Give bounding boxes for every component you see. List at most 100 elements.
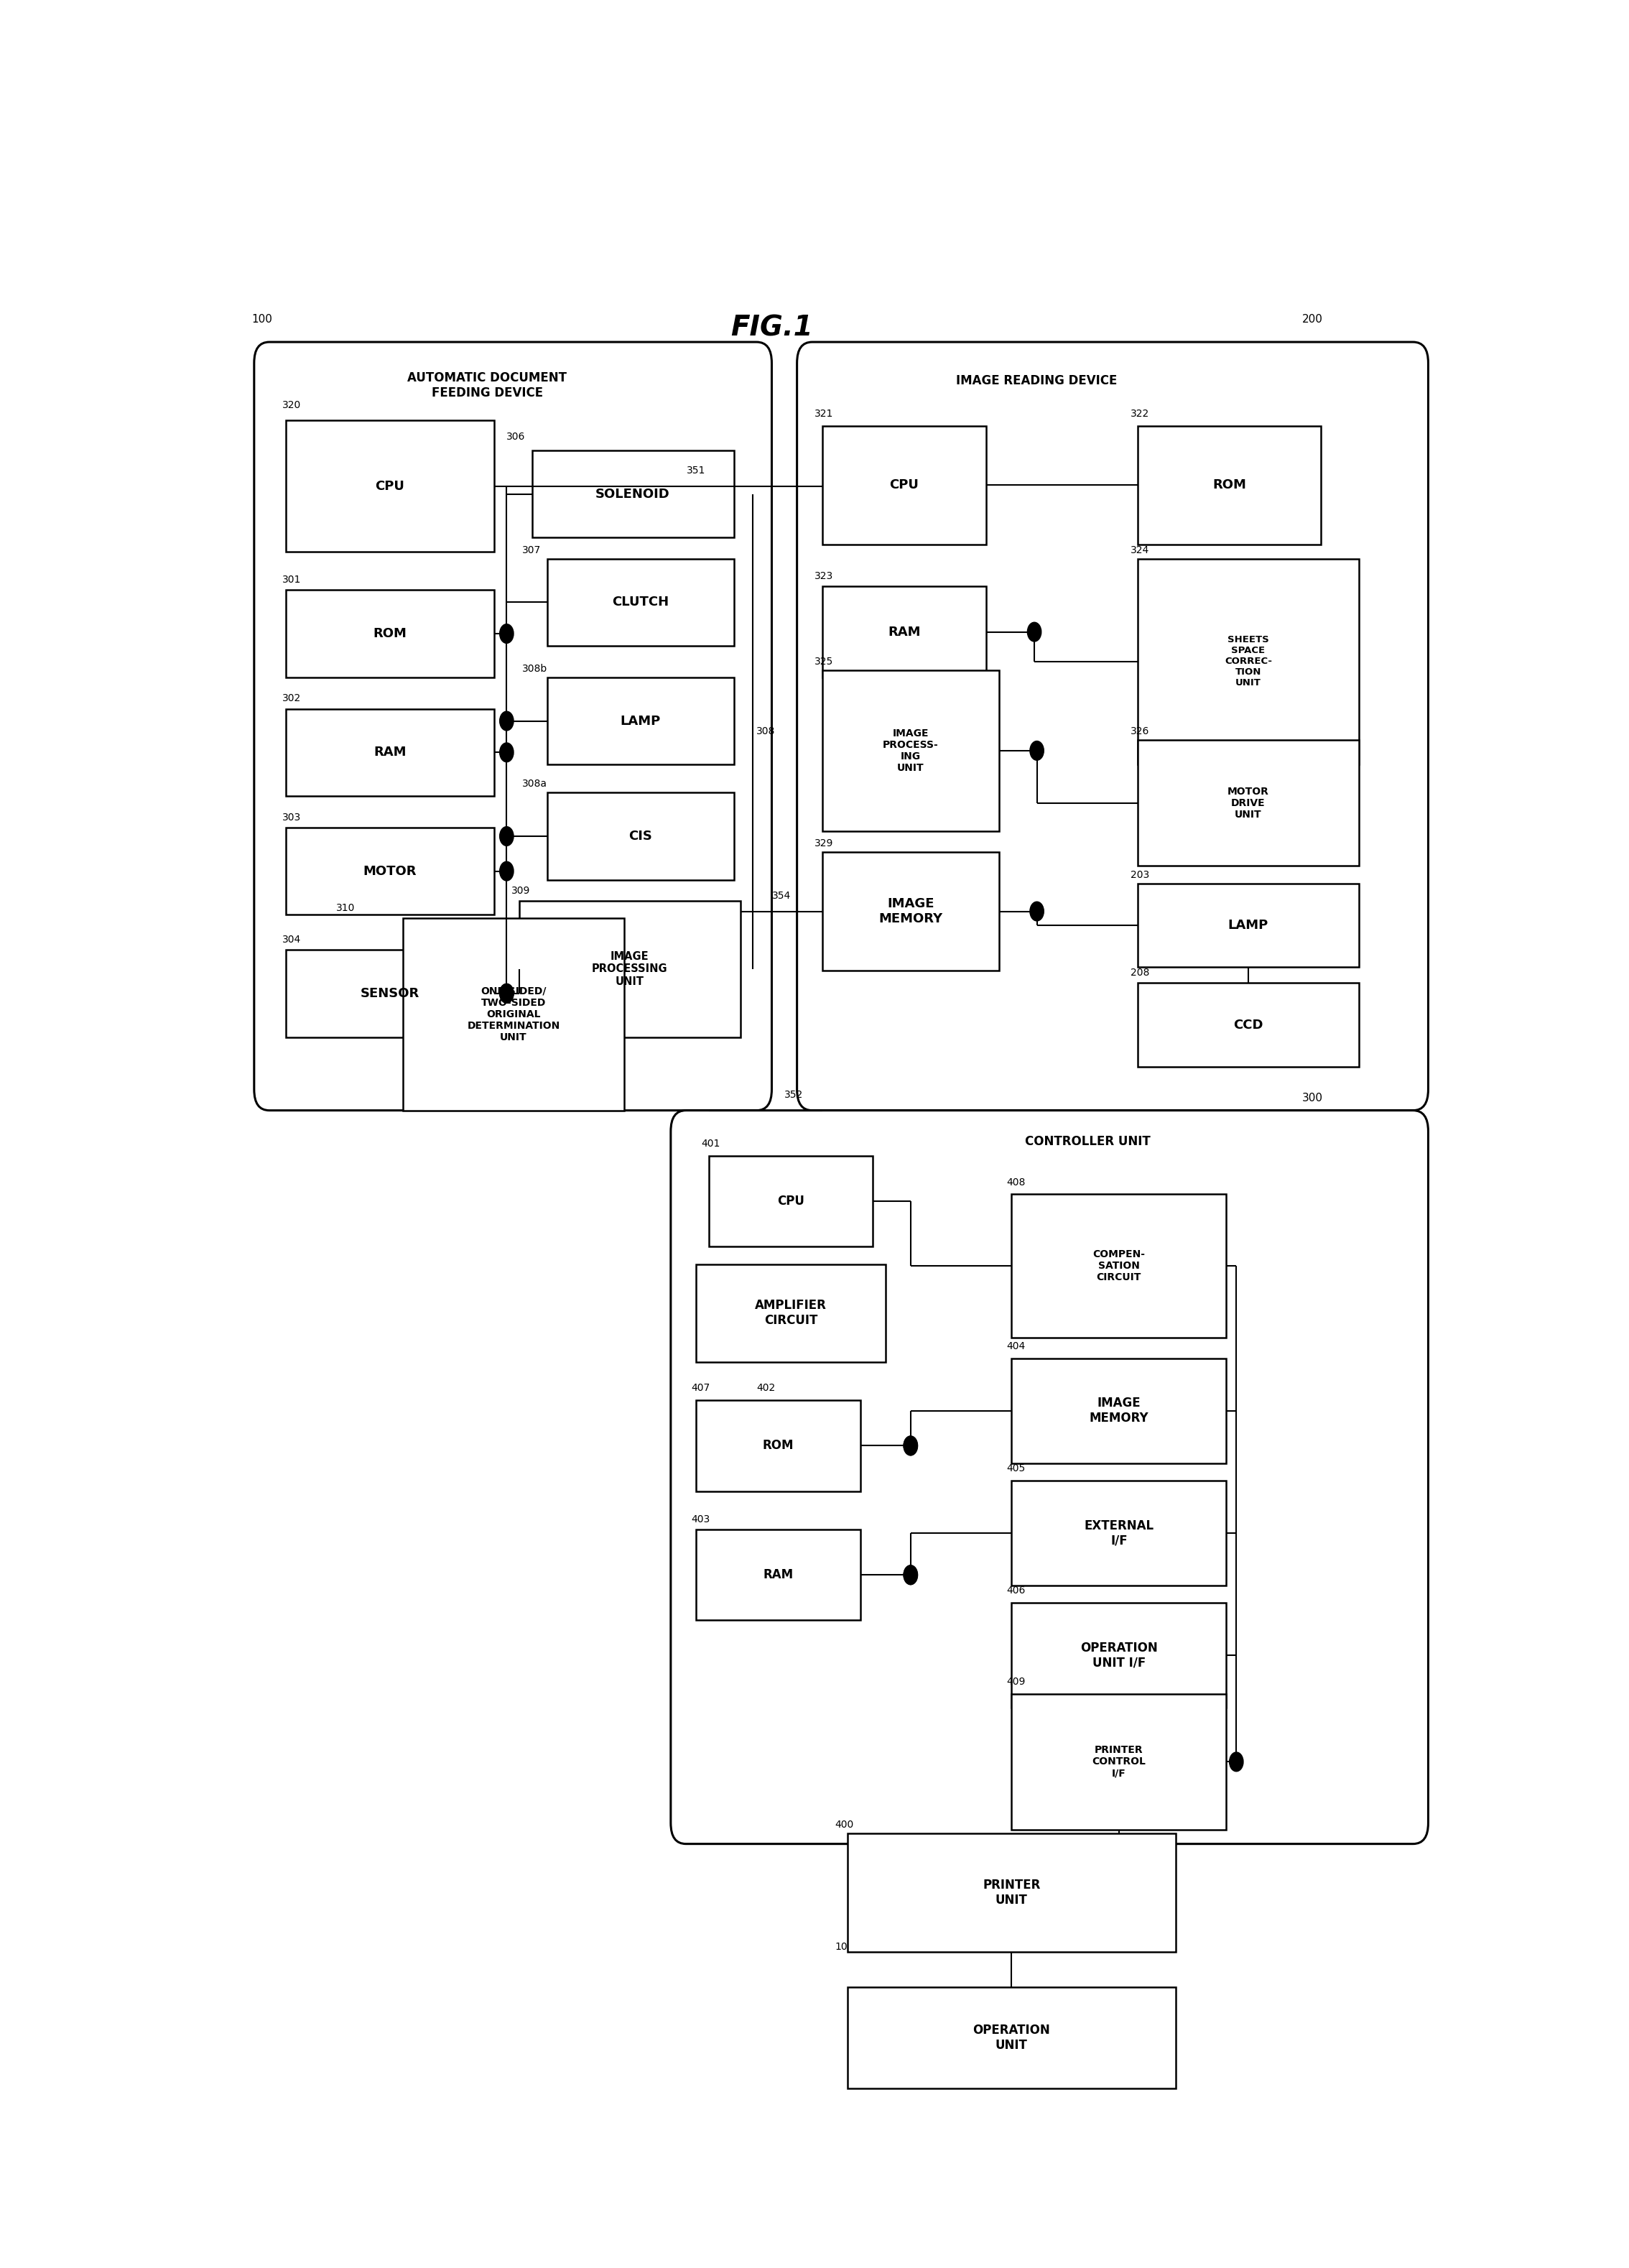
Text: ONE-SIDED/
TWO-SIDED
ORIGINAL
DETERMINATION
UNIT: ONE-SIDED/ TWO-SIDED ORIGINAL DETERMINAT… [468, 987, 560, 1043]
Bar [1137, 558, 1359, 764]
Text: COMPEN-
SATION
CIRCUIT: COMPEN- SATION CIRCUIT [1093, 1250, 1145, 1281]
FancyBboxPatch shape [254, 342, 772, 1111]
Text: 402: 402 [756, 1383, 775, 1393]
Text: 303: 303 [282, 812, 301, 823]
Circle shape [500, 862, 513, 880]
FancyBboxPatch shape [671, 1111, 1429, 1844]
Bar [285, 828, 494, 914]
Bar [823, 671, 999, 830]
Text: CCD: CCD [1233, 1018, 1262, 1032]
Text: IMAGE READING DEVICE: IMAGE READING DEVICE [956, 374, 1117, 388]
Text: 324: 324 [1131, 544, 1148, 556]
Text: CPU: CPU [889, 479, 919, 492]
Text: 325: 325 [814, 658, 834, 667]
Text: EXTERNAL
I/F: EXTERNAL I/F [1083, 1520, 1153, 1547]
Circle shape [1030, 903, 1044, 921]
FancyBboxPatch shape [797, 342, 1429, 1111]
Text: CIS: CIS [629, 830, 652, 844]
Bar [547, 558, 735, 646]
Text: 309: 309 [512, 885, 531, 896]
Text: 352: 352 [785, 1091, 803, 1100]
Text: 407: 407 [691, 1383, 710, 1393]
Bar [847, 1833, 1176, 1953]
Text: 351: 351 [686, 465, 705, 476]
Bar [285, 420, 494, 551]
Text: LAMP: LAMP [621, 714, 661, 728]
Circle shape [500, 826, 513, 846]
Text: 403: 403 [691, 1515, 710, 1524]
Bar [823, 853, 999, 971]
Bar [402, 919, 624, 1111]
Text: 308: 308 [756, 726, 775, 737]
Text: 302: 302 [282, 694, 301, 703]
Text: 306: 306 [507, 431, 526, 442]
Bar [1012, 1359, 1227, 1463]
Text: 304: 304 [282, 934, 301, 943]
Text: AUTOMATIC DOCUMENT
FEEDING DEVICE: AUTOMATIC DOCUMENT FEEDING DEVICE [407, 372, 567, 399]
Circle shape [500, 624, 513, 644]
Text: 326: 326 [1131, 726, 1148, 737]
Bar [1137, 426, 1321, 544]
Circle shape [904, 1436, 917, 1456]
Text: OPERATION
UNIT: OPERATION UNIT [973, 2023, 1051, 2053]
Bar [823, 426, 987, 544]
Text: CLUTCH: CLUTCH [613, 596, 670, 608]
Circle shape [1230, 1753, 1243, 1771]
Text: OPERATION
UNIT I/F: OPERATION UNIT I/F [1080, 1642, 1158, 1669]
Text: 100: 100 [251, 313, 272, 324]
Text: PRINTER
UNIT: PRINTER UNIT [982, 1878, 1041, 1907]
Text: FIG.1: FIG.1 [730, 315, 813, 342]
Text: IMAGE
MEMORY: IMAGE MEMORY [1090, 1397, 1148, 1424]
Text: 404: 404 [1007, 1340, 1025, 1352]
Circle shape [500, 984, 513, 1002]
Text: PRINTER
CONTROL
I/F: PRINTER CONTROL I/F [1091, 1744, 1145, 1778]
Bar [847, 1987, 1176, 2089]
Text: MOTOR: MOTOR [363, 864, 417, 878]
Text: CONTROLLER UNIT: CONTROLLER UNIT [1025, 1136, 1150, 1148]
Text: MOTOR
DRIVE
UNIT: MOTOR DRIVE UNIT [1228, 787, 1269, 819]
Bar [1012, 1481, 1227, 1585]
Text: 409: 409 [1007, 1676, 1026, 1687]
Bar [1137, 885, 1359, 966]
Text: 307: 307 [521, 544, 541, 556]
Text: 301: 301 [282, 574, 301, 585]
Text: SENSOR: SENSOR [360, 987, 419, 1000]
Circle shape [500, 984, 513, 1002]
Text: 400: 400 [834, 1819, 854, 1830]
Text: 321: 321 [814, 408, 834, 420]
Bar [1012, 1694, 1227, 1830]
Text: IMAGE
PROCESS-
ING
UNIT: IMAGE PROCESS- ING UNIT [883, 728, 938, 773]
Text: 405: 405 [1007, 1463, 1025, 1474]
Bar [547, 792, 735, 880]
Bar [547, 678, 735, 764]
Text: 320: 320 [282, 399, 301, 411]
Text: 308b: 308b [521, 665, 547, 674]
Bar [1012, 1195, 1227, 1338]
Text: 300: 300 [1302, 1093, 1323, 1105]
Bar [520, 900, 740, 1036]
Text: 200: 200 [1302, 313, 1323, 324]
Text: SOLENOID: SOLENOID [596, 488, 670, 501]
Text: 401: 401 [700, 1139, 720, 1150]
Text: ROM: ROM [373, 628, 407, 640]
Bar [285, 590, 494, 678]
Bar [285, 708, 494, 796]
Circle shape [1028, 621, 1041, 642]
Text: ROM: ROM [762, 1440, 793, 1452]
Text: 329: 329 [814, 839, 834, 848]
Bar [709, 1157, 873, 1247]
Circle shape [500, 712, 513, 730]
Text: 310: 310 [336, 903, 355, 914]
Text: 354: 354 [772, 891, 790, 900]
Text: IMAGE
MEMORY: IMAGE MEMORY [878, 898, 943, 925]
Text: CPU: CPU [375, 479, 404, 492]
Circle shape [1030, 742, 1044, 760]
Text: CPU: CPU [777, 1195, 805, 1207]
Text: 406: 406 [1007, 1585, 1026, 1597]
Text: RAM: RAM [888, 626, 920, 637]
Circle shape [904, 1436, 917, 1456]
Bar [1012, 1603, 1227, 1708]
Text: 322: 322 [1131, 408, 1148, 420]
Text: SHEETS
SPACE
CORREC-
TION
UNIT: SHEETS SPACE CORREC- TION UNIT [1225, 635, 1272, 687]
Text: LAMP: LAMP [1228, 919, 1269, 932]
